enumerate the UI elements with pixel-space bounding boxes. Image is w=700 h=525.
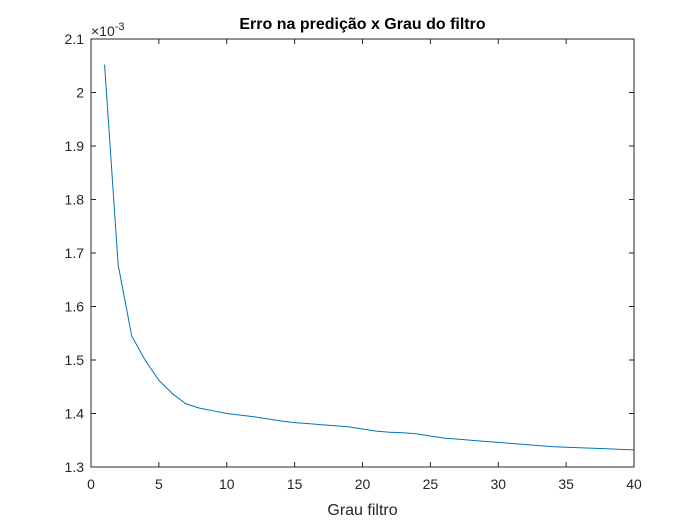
y-multiplier-exponent: -3 (115, 21, 125, 33)
y-axis-multiplier: ×10-3 (91, 21, 125, 39)
y-tick-label: 1.9 (65, 138, 85, 154)
y-tick-label: 1.5 (65, 352, 85, 368)
chart-title: Erro na predição x Grau do filtro (239, 16, 485, 33)
x-tick-label: 0 (87, 476, 95, 492)
x-axis-label: Grau filtro (327, 502, 397, 519)
tick-labels-layer: 0 5 10 15 20 25 30 35 40 1.3 1.4 1.5 1.6 1.7 1.8 1.9 2 2.… (65, 31, 642, 492)
series-line (104, 64, 635, 451)
x-tick-label: 35 (558, 476, 574, 492)
axes-box (90, 38, 635, 468)
x-tick-label: 15 (287, 476, 303, 492)
y-tick-label: 1.7 (65, 245, 85, 261)
y-tick-label: 1.6 (65, 299, 85, 315)
y-tick-label: 1.4 (65, 406, 85, 422)
x-tick-label: 25 (423, 476, 439, 492)
y-tick-label: 2 (76, 85, 84, 101)
y-tick-label: 1.8 (65, 192, 85, 208)
plot-area (91, 39, 634, 467)
x-tick-label: 5 (155, 476, 163, 492)
y-tick-label: 1.3 (65, 459, 85, 475)
x-tick-label: 30 (490, 476, 506, 492)
y-tick-label: 2.1 (65, 31, 85, 47)
y-multiplier-base: ×10 (91, 23, 115, 39)
x-tick-label: 20 (355, 476, 371, 492)
x-tick-label: 40 (626, 476, 642, 492)
x-tick-label: 10 (219, 476, 235, 492)
